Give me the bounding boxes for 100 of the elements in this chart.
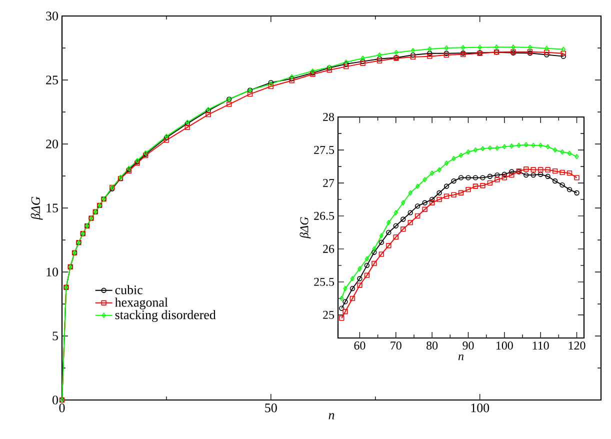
point [510, 143, 514, 149]
point [436, 196, 442, 202]
x-axis-title: n [328, 413, 334, 420]
point [415, 203, 420, 209]
point [379, 233, 384, 238]
point [528, 44, 532, 50]
point [530, 172, 536, 178]
point [545, 174, 550, 179]
point [544, 50, 550, 55]
point [378, 52, 382, 58]
point [452, 156, 456, 162]
point [502, 172, 508, 177]
point [357, 276, 362, 282]
y-tick-label: 25 [323, 310, 334, 319]
point [386, 230, 392, 236]
point [429, 196, 435, 202]
point [364, 262, 370, 268]
point [552, 178, 558, 184]
point [408, 220, 413, 226]
point [560, 170, 565, 176]
point [516, 142, 521, 148]
y-tick-label: 26.5 [314, 212, 334, 220]
point [444, 194, 450, 199]
y-axis-title: βΔG [30, 196, 43, 220]
point [478, 44, 482, 50]
point [372, 260, 377, 266]
point [544, 46, 549, 51]
point [480, 146, 485, 152]
point [480, 175, 486, 180]
point [247, 91, 253, 97]
point [393, 223, 398, 228]
point [408, 190, 412, 196]
point [545, 167, 550, 172]
point [524, 142, 528, 148]
point [466, 186, 471, 192]
x-tick-label: 120 [568, 342, 586, 350]
point [458, 152, 464, 158]
point [430, 170, 434, 176]
y-tick-label: 0 [52, 396, 58, 404]
point [538, 142, 543, 148]
point [444, 45, 448, 51]
point [437, 167, 442, 172]
point [372, 250, 377, 255]
point [511, 44, 516, 50]
x-tick-label: 80 [426, 342, 438, 350]
point [422, 200, 428, 206]
point [574, 175, 580, 180]
point [400, 216, 406, 222]
point [458, 175, 464, 180]
point [339, 316, 344, 321]
point [560, 149, 564, 155]
legend-label: cubic [115, 285, 142, 294]
y-tick-label: 15 [46, 204, 58, 212]
point [487, 180, 493, 186]
point [350, 286, 356, 292]
point [427, 50, 432, 56]
point [268, 84, 274, 89]
point [461, 45, 466, 50]
point [350, 296, 356, 302]
point [544, 52, 550, 58]
point [400, 226, 406, 232]
point [502, 175, 508, 180]
point [386, 243, 392, 248]
y-tick-label: 26 [323, 244, 334, 253]
x-tick-label: 50 [265, 404, 277, 412]
point [394, 210, 398, 216]
point [342, 309, 348, 314]
point [472, 184, 478, 189]
point [566, 186, 572, 192]
point [466, 175, 471, 180]
legend-label: hexagonal [114, 298, 168, 310]
x-tick-label: 100 [496, 342, 513, 350]
y-axis-title: βΔG [300, 216, 311, 238]
y-tick-label: 27 [323, 179, 334, 187]
y-tick-label: 5 [52, 332, 58, 340]
point [429, 200, 435, 206]
point [408, 210, 413, 216]
point [394, 50, 398, 56]
y-tick-label: 30 [46, 12, 58, 20]
point [410, 48, 416, 54]
point [494, 172, 500, 178]
point [538, 172, 544, 177]
x-tick-label: 100 [471, 404, 490, 412]
point [350, 276, 355, 282]
point [393, 234, 398, 240]
point [364, 256, 369, 262]
point [451, 192, 456, 198]
point [401, 200, 406, 206]
legend-label: stacking disordered [115, 310, 216, 322]
point [509, 169, 514, 174]
point [378, 240, 384, 245]
point [415, 213, 420, 219]
point [524, 166, 529, 172]
point [357, 282, 362, 288]
y-tick-label: 20 [46, 140, 58, 148]
point [566, 170, 572, 176]
point [553, 147, 558, 153]
point [524, 172, 529, 178]
point [372, 246, 376, 252]
point [422, 206, 428, 212]
